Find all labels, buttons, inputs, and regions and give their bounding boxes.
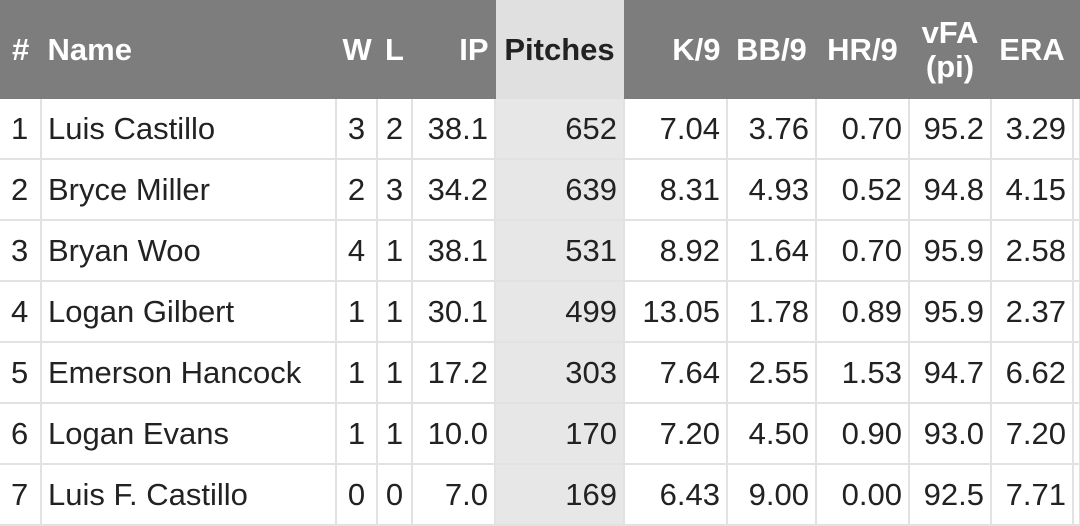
cell-w: 2 (336, 159, 378, 221)
cell-hr9: 0.70 (816, 220, 910, 282)
cell-l: 2 (377, 99, 413, 160)
column-header-w[interactable]: W (336, 0, 378, 99)
cell-vfa: 94.7 (909, 342, 992, 404)
cell-name[interactable]: Bryce Miller (41, 159, 337, 221)
cell-ip: 30.1 (412, 281, 496, 343)
cell-w: 1 (336, 342, 378, 404)
vfa-label-line1: vFA (921, 15, 979, 51)
cell-name[interactable]: Logan Evans (41, 403, 337, 465)
cell-rank: 6 (0, 403, 42, 465)
cell-bb9: 1.64 (727, 220, 817, 282)
cell-k9: 7.04 (624, 99, 728, 160)
cell-l: 3 (377, 159, 413, 221)
cell-bb9: 2.55 (727, 342, 817, 404)
header-row: # Name W L IP Pitches K/9 BB/9 HR/9 vFA … (0, 0, 1080, 99)
table-row: 3 Bryan Woo 4 1 38.1 531 8.92 1.64 0.70 … (0, 220, 1080, 282)
cell-k9: 7.20 (624, 403, 728, 465)
cell-l: 1 (377, 220, 413, 282)
cell-vfa: 95.2 (909, 99, 992, 160)
cell-w: 3 (336, 99, 378, 160)
header-filler (1073, 0, 1080, 99)
column-header-pitches[interactable]: Pitches (495, 0, 625, 99)
cell-hr9: 0.52 (816, 159, 910, 221)
cell-rank: 5 (0, 342, 42, 404)
cell-k9: 7.64 (624, 342, 728, 404)
cell-rank: 2 (0, 159, 42, 221)
cell-bb9: 4.93 (727, 159, 817, 221)
cell-pitches: 170 (495, 403, 625, 465)
cell-k9: 13.05 (624, 281, 728, 343)
cell-name[interactable]: Logan Gilbert (41, 281, 337, 343)
cell-era: 2.58 (991, 220, 1074, 282)
cell-bb9: 4.50 (727, 403, 817, 465)
vfa-label-line2: (pi) (925, 48, 975, 84)
cell-era: 6.62 (991, 342, 1074, 404)
cell-pitches: 652 (495, 99, 625, 160)
cell-w: 4 (336, 220, 378, 282)
row-filler (1073, 99, 1080, 160)
cell-vfa: 94.8 (909, 159, 992, 221)
column-header-name[interactable]: Name (41, 0, 337, 99)
cell-k9: 8.31 (624, 159, 728, 221)
cell-pitches: 639 (495, 159, 625, 221)
cell-ip: 38.1 (412, 99, 496, 160)
cell-hr9: 0.90 (816, 403, 910, 465)
table-row: 1 Luis Castillo 3 2 38.1 652 7.04 3.76 0… (0, 99, 1080, 160)
cell-rank: 4 (0, 281, 42, 343)
table-row: 2 Bryce Miller 2 3 34.2 639 8.31 4.93 0.… (0, 159, 1080, 221)
cell-name[interactable]: Luis Castillo (41, 99, 337, 160)
cell-name[interactable]: Bryan Woo (41, 220, 337, 282)
cell-era: 2.37 (991, 281, 1074, 343)
cell-ip: 17.2 (412, 342, 496, 404)
cell-era: 7.20 (991, 403, 1074, 465)
cell-ip: 10.0 (412, 403, 496, 465)
cell-name[interactable]: Emerson Hancock (41, 342, 337, 404)
row-filler (1073, 342, 1080, 404)
row-filler (1073, 281, 1080, 343)
cell-rank: 1 (0, 99, 42, 160)
cell-hr9: 1.53 (816, 342, 910, 404)
cell-l: 1 (377, 403, 413, 465)
column-header-era[interactable]: ERA (991, 0, 1074, 99)
cell-vfa: 95.9 (909, 220, 992, 282)
cell-bb9: 1.78 (727, 281, 817, 343)
row-filler (1073, 159, 1080, 221)
cell-l: 1 (377, 281, 413, 343)
cell-pitches: 303 (495, 342, 625, 404)
row-filler (1073, 403, 1080, 465)
cell-pitches: 499 (495, 281, 625, 343)
column-header-k9[interactable]: K/9 (624, 0, 728, 99)
column-header-l[interactable]: L (377, 0, 413, 99)
cell-era: 4.15 (991, 159, 1074, 221)
cell-pitches: 531 (495, 220, 625, 282)
table-row: 5 Emerson Hancock 1 1 17.2 303 7.64 2.55… (0, 342, 1080, 404)
column-header-hr9[interactable]: HR/9 (816, 0, 910, 99)
cell-vfa: 93.0 (909, 403, 992, 465)
cell-vfa: 95.9 (909, 281, 992, 343)
cell-ip: 34.2 (412, 159, 496, 221)
cell-rank: 3 (0, 220, 42, 282)
cell-ip: 38.1 (412, 220, 496, 282)
cell-l: 1 (377, 342, 413, 404)
column-header-bb9[interactable]: BB/9 (727, 0, 817, 99)
column-header-vfa[interactable]: vFA (pi) (909, 0, 992, 99)
row-filler (1073, 220, 1080, 282)
table-row: 4 Logan Gilbert 1 1 30.1 499 13.05 1.78 … (0, 281, 1080, 343)
cell-bb9: 3.76 (727, 99, 817, 160)
cell-w: 1 (336, 403, 378, 465)
column-header-ip[interactable]: IP (412, 0, 496, 99)
cell-w: 1 (336, 281, 378, 343)
cell-era: 3.29 (991, 99, 1074, 160)
column-header-rank[interactable]: # (0, 0, 42, 99)
cell-hr9: 0.70 (816, 99, 910, 160)
cell-k9: 8.92 (624, 220, 728, 282)
table-row: 6 Logan Evans 1 1 10.0 170 7.20 4.50 0.9… (0, 403, 1080, 465)
cell-hr9: 0.89 (816, 281, 910, 343)
